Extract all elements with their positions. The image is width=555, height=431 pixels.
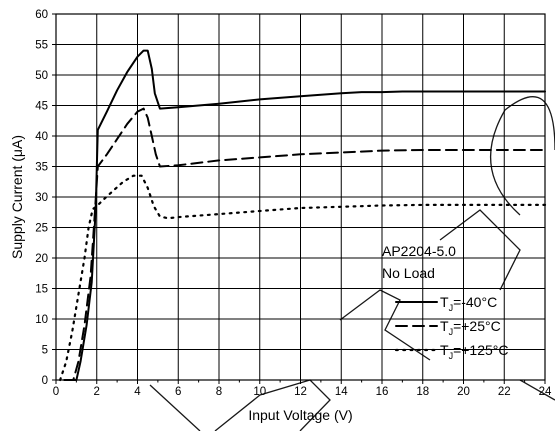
legend-label: TJ=-40°C: [440, 294, 497, 313]
legend-label-subscript: J: [449, 303, 454, 313]
watermark-stroke: [439, 209, 521, 291]
y-tick-label: 25: [35, 223, 48, 235]
watermark-stroke: [519, 379, 555, 401]
x-tick-label: 2: [94, 386, 100, 398]
legend-entries: TJ=-40°CTJ=+25°CTJ=+125°C: [394, 294, 508, 361]
y-tick-label: 45: [35, 101, 48, 113]
y-tick-label: 40: [35, 131, 48, 143]
y-tick-label: 30: [35, 192, 48, 204]
y-tick-label: 5: [42, 345, 48, 357]
legend: AP2204-5.0 No Load TJ=-40°CTJ=+25°CTJ=+1…: [382, 243, 508, 361]
series-line-3: [58, 174, 547, 382]
y-tick-label: 50: [35, 70, 48, 82]
y-axis-title: Supply Current (μA): [9, 135, 25, 259]
series-line-2: [63, 107, 546, 381]
legend-label-main: T: [440, 342, 449, 358]
legend-header-device: AP2204-5.0: [382, 243, 456, 259]
watermark: [149, 96, 555, 431]
y-tick-label: 0: [42, 375, 48, 387]
x-tick-label: 22: [498, 386, 511, 398]
legend-entry-1: TJ=-40°C: [395, 294, 497, 313]
legend-label: TJ=+125°C: [440, 342, 508, 361]
y-tick-label: 35: [35, 162, 48, 174]
watermark-stroke: [489, 109, 521, 216]
watermark-stroke: [504, 96, 555, 151]
y-tick-label: 60: [35, 9, 48, 21]
x-tick-label: 12: [294, 386, 307, 398]
legend-label-main: T: [440, 294, 449, 310]
y-tick-label: 10: [35, 314, 48, 326]
x-tick-label: 10: [253, 386, 266, 398]
legend-entry-2: TJ=+25°C: [395, 318, 501, 337]
y-tick-label: 15: [35, 284, 48, 296]
x-tick-label: 0: [53, 386, 59, 398]
axis-ticks: 0 2 4 6 8 10 12 14 16 18 20 22 240510152025303540455…: [35, 9, 552, 398]
legend-label-subscript: J: [449, 327, 454, 337]
legend-label-rest: =-40°C: [453, 294, 497, 310]
legend-label-rest: =+125°C: [453, 342, 508, 358]
legend-label: TJ=+25°C: [440, 318, 501, 337]
watermark-stroke: [149, 384, 201, 431]
x-tick-label: 14: [335, 386, 348, 398]
x-tick-label: 24: [539, 386, 552, 398]
series-layer: [58, 49, 547, 382]
y-tick-label: 20: [35, 253, 48, 265]
legend-header-load: No Load: [382, 265, 435, 281]
y-tick-label: 55: [35, 40, 48, 52]
x-tick-label: 6: [175, 386, 181, 398]
x-tick-label: 18: [416, 386, 429, 398]
legend-label-subscript: J: [449, 351, 454, 361]
x-axis-title: Input Voltage (V): [248, 407, 352, 423]
watermark-stroke: [339, 289, 431, 361]
legend-label-rest: =+25°C: [453, 318, 501, 334]
x-tick-label: 4: [134, 386, 141, 398]
legend-label-main: T: [440, 318, 449, 334]
x-tick-label: 16: [376, 386, 389, 398]
x-tick-label: 20: [457, 386, 470, 398]
watermark-stroke: [214, 379, 331, 431]
legend-entry-3: TJ=+125°C: [394, 342, 508, 361]
x-tick-label: 8: [216, 386, 222, 398]
